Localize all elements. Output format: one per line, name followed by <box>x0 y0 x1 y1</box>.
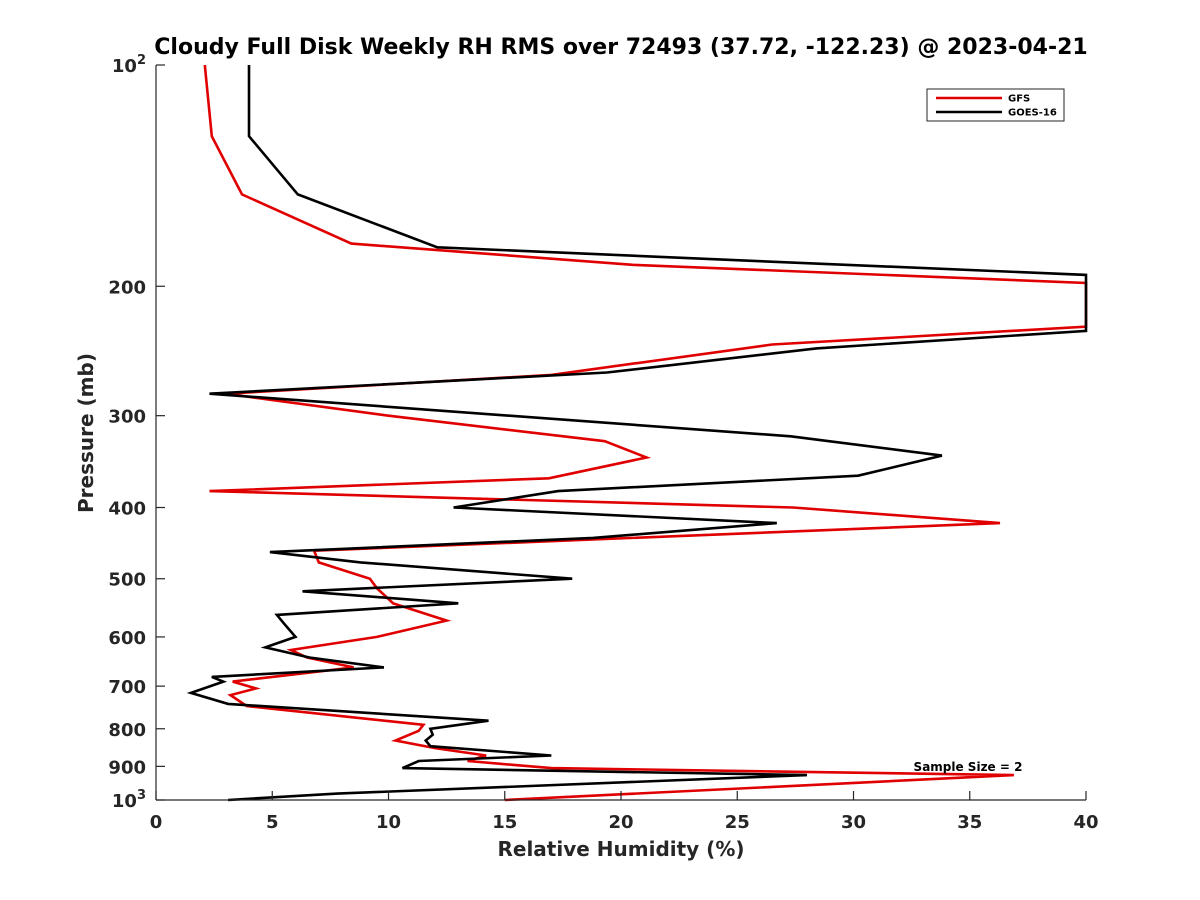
y-tick-label: 200 <box>108 277 146 298</box>
legend-box <box>926 88 1065 122</box>
y-tick-label: 103 <box>112 788 146 812</box>
series-line-goes-16 <box>186 65 1088 802</box>
series-line-gfs <box>203 64 1088 802</box>
legend: GFS GOES-16 <box>926 88 1065 122</box>
x-tick-label: 0 <box>150 812 163 833</box>
x-tick-label: 5 <box>266 812 279 833</box>
y-axis-label: Pressure (mb) <box>74 353 98 513</box>
x-tick-label: 40 <box>1073 812 1098 833</box>
x-tick-label: 35 <box>957 812 982 833</box>
chart-title: Cloudy Full Disk Weekly RH RMS over 7249… <box>154 35 1087 60</box>
y-tick-label: 400 <box>108 499 146 520</box>
x-axis-label: Relative Humidity (%) <box>497 837 744 861</box>
y-tick-label: 700 <box>108 677 146 698</box>
x-tick-label: 25 <box>725 812 750 833</box>
x-tick-label: 10 <box>376 812 401 833</box>
x-tick-label: 20 <box>608 812 633 833</box>
y-tick-label: 900 <box>108 757 146 778</box>
y-tick-label: 300 <box>108 407 146 428</box>
legend-label: GFS <box>1008 94 1030 105</box>
y-tick-label: 600 <box>108 628 146 649</box>
y-tick-label: 102 <box>112 53 146 77</box>
sample-size-note: Sample Size = 2 <box>914 760 1023 774</box>
legend-label: GOES-16 <box>1008 108 1057 119</box>
x-tick-label: 15 <box>492 812 517 833</box>
y-tick-label: 800 <box>108 720 146 741</box>
x-tick-label: 30 <box>841 812 866 833</box>
y-tick-label: 500 <box>108 570 146 591</box>
